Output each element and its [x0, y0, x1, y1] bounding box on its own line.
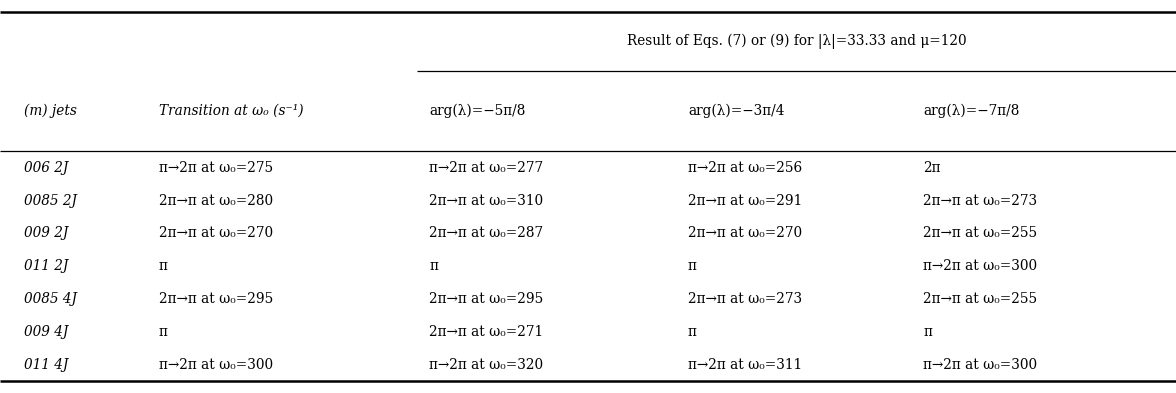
Text: π→2π at ω₀=256: π→2π at ω₀=256	[688, 161, 802, 175]
Text: Transition at ω₀ (s⁻¹): Transition at ω₀ (s⁻¹)	[159, 104, 303, 118]
Text: 009 2J: 009 2J	[24, 226, 68, 241]
Text: π: π	[923, 325, 933, 339]
Text: 2π: 2π	[923, 161, 941, 175]
Text: π→2π at ω₀=300: π→2π at ω₀=300	[923, 259, 1037, 273]
Text: (m) jets: (m) jets	[24, 104, 76, 118]
Text: arg(λ)=−7π/8: arg(λ)=−7π/8	[923, 104, 1020, 118]
Text: 009 4J: 009 4J	[24, 325, 68, 339]
Text: π→2π at ω₀=275: π→2π at ω₀=275	[159, 161, 273, 175]
Text: π: π	[159, 325, 168, 339]
Text: π: π	[429, 259, 439, 273]
Text: π: π	[159, 259, 168, 273]
Text: 2π→π at ω₀=273: 2π→π at ω₀=273	[923, 194, 1037, 208]
Text: 2π→π at ω₀=291: 2π→π at ω₀=291	[688, 194, 802, 208]
Text: π→2π at ω₀=320: π→2π at ω₀=320	[429, 358, 543, 372]
Text: Result of Eqs. (7) or (9) for |λ|=33.33 and μ=120: Result of Eqs. (7) or (9) for |λ|=33.33 …	[627, 33, 967, 49]
Text: 2π→π at ω₀=287: 2π→π at ω₀=287	[429, 226, 543, 241]
Text: 2π→π at ω₀=270: 2π→π at ω₀=270	[159, 226, 273, 241]
Text: arg(λ)=−3π/4: arg(λ)=−3π/4	[688, 104, 784, 118]
Text: 2π→π at ω₀=295: 2π→π at ω₀=295	[429, 292, 543, 306]
Text: 0085 2J: 0085 2J	[24, 194, 76, 208]
Text: 2π→π at ω₀=270: 2π→π at ω₀=270	[688, 226, 802, 241]
Text: 2π→π at ω₀=295: 2π→π at ω₀=295	[159, 292, 273, 306]
Text: π→2π at ω₀=300: π→2π at ω₀=300	[159, 358, 273, 372]
Text: arg(λ)=−5π/8: arg(λ)=−5π/8	[429, 104, 526, 118]
Text: π→2π at ω₀=277: π→2π at ω₀=277	[429, 161, 543, 175]
Text: 2π→π at ω₀=255: 2π→π at ω₀=255	[923, 292, 1037, 306]
Text: π→2π at ω₀=300: π→2π at ω₀=300	[923, 358, 1037, 372]
Text: π: π	[688, 259, 697, 273]
Text: 011 2J: 011 2J	[24, 259, 68, 273]
Text: 2π→π at ω₀=255: 2π→π at ω₀=255	[923, 226, 1037, 241]
Text: π: π	[688, 325, 697, 339]
Text: 2π→π at ω₀=273: 2π→π at ω₀=273	[688, 292, 802, 306]
Text: 011 4J: 011 4J	[24, 358, 68, 372]
Text: π→2π at ω₀=311: π→2π at ω₀=311	[688, 358, 802, 372]
Text: 2π→π at ω₀=280: 2π→π at ω₀=280	[159, 194, 273, 208]
Text: 0085 4J: 0085 4J	[24, 292, 76, 306]
Text: 2π→π at ω₀=271: 2π→π at ω₀=271	[429, 325, 543, 339]
Text: 2π→π at ω₀=310: 2π→π at ω₀=310	[429, 194, 543, 208]
Text: 006 2J: 006 2J	[24, 161, 68, 175]
